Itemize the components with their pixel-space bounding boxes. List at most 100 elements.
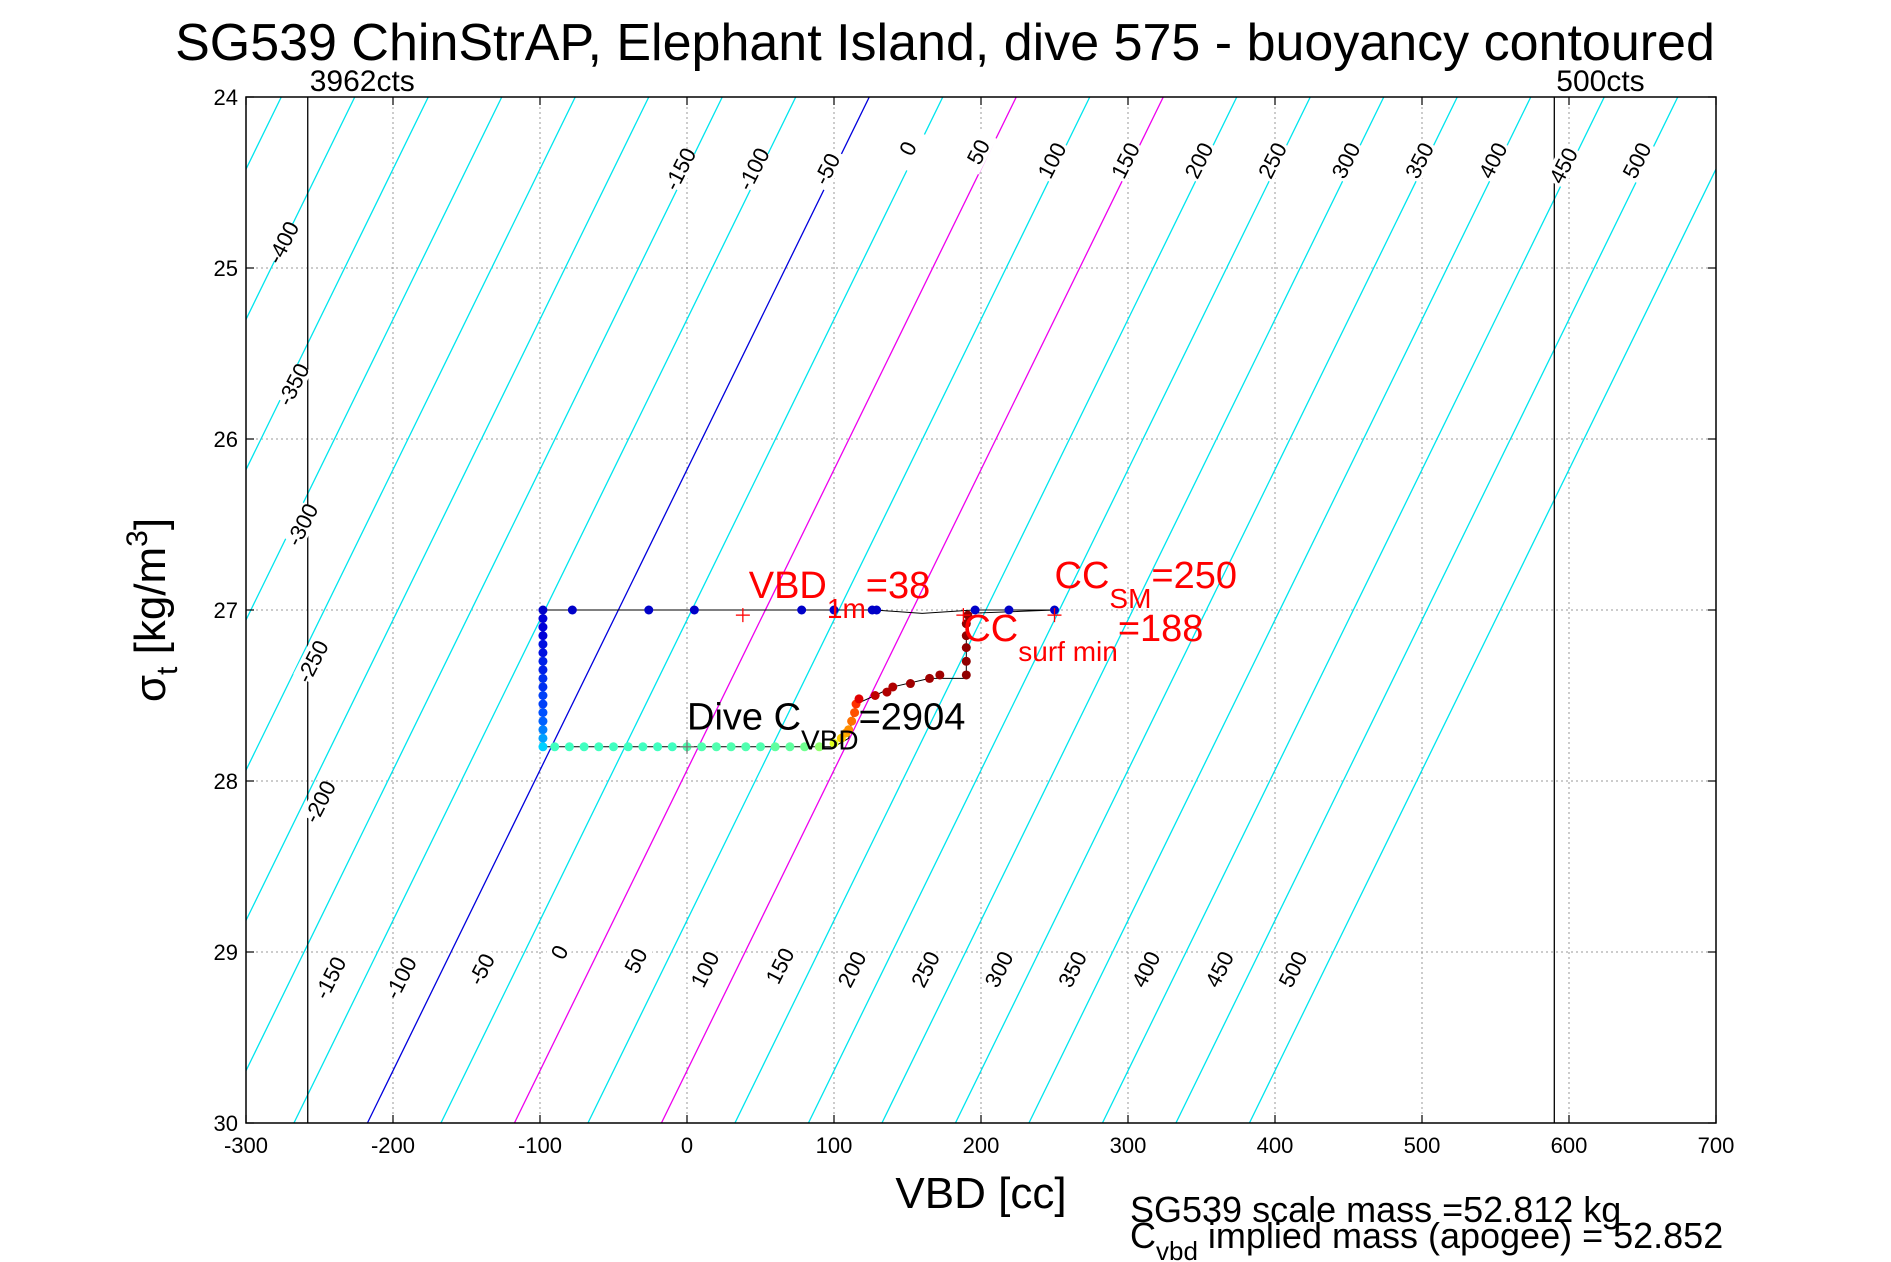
contour-labels: -400-150 -100 -500 50 100 150 200 250 300 350 400 4… — [262, 125, 1657, 1003]
contour-label-bg — [1106, 137, 1144, 184]
red-plus-marker — [1047, 608, 1062, 623]
dive-point — [800, 742, 810, 752]
dive-point — [638, 742, 648, 752]
dive-point — [564, 742, 574, 752]
contour-label-bg — [462, 946, 501, 992]
red-plus-marker — [956, 608, 971, 623]
contour-label-bg — [734, 146, 773, 192]
contour-line — [0, 97, 208, 1123]
dive-point — [538, 614, 548, 624]
y-label-base: σ — [126, 675, 175, 702]
contour-label-bg — [685, 946, 724, 992]
chart-title: SG539 ChinStrAP, Elephant Island, dive 5… — [175, 14, 1715, 72]
contour-label-bg — [1032, 137, 1071, 184]
dive-points — [538, 605, 1059, 752]
annotation-base: Dive C — [687, 697, 801, 739]
dive-point — [567, 605, 577, 615]
annotation-base: VBD — [749, 565, 827, 607]
dive-point — [579, 742, 589, 752]
y-tick-label: 29 — [214, 940, 238, 965]
contour-label-bg — [906, 946, 945, 992]
annotation-ccsm: CCSM=250 — [1055, 555, 1237, 614]
dive-point — [538, 639, 548, 649]
red-plus-marker — [735, 608, 750, 623]
contour-label-bg — [616, 937, 655, 984]
dive-point — [854, 694, 864, 704]
contour-label-bg — [888, 125, 927, 172]
dive-point — [538, 725, 548, 735]
contour-label-bg — [979, 946, 1018, 992]
dive-point — [961, 656, 971, 666]
y-tick-label: 28 — [214, 769, 238, 794]
contour-label-bg — [310, 954, 349, 1001]
annotation-sub: surf min — [1018, 636, 1118, 667]
annotation-sub: 1m — [827, 593, 866, 624]
dive-point — [844, 725, 854, 735]
contour-line — [246, 97, 650, 922]
dive-point — [689, 605, 699, 615]
y-label-sup: 3 — [121, 530, 154, 547]
contour-line — [1101, 97, 1605, 1123]
y-tick-label: 27 — [214, 598, 238, 623]
contour-label-bg — [1400, 137, 1438, 184]
dive-point — [872, 605, 882, 615]
dive-point — [550, 742, 560, 752]
y-tick-label: 25 — [214, 256, 238, 281]
x-tick-label: 400 — [1257, 1133, 1294, 1158]
x-tick-label: 200 — [963, 1133, 1000, 1158]
dive-point — [847, 716, 857, 726]
annotation-rest: =188 — [1118, 608, 1204, 650]
y-tick-label: 26 — [214, 427, 238, 452]
implied-sub: vbd — [1156, 1236, 1198, 1262]
dive-point — [829, 738, 839, 748]
contour-label-bg — [293, 638, 332, 685]
x-tick-label: 0 — [681, 1133, 693, 1158]
contour-line — [1248, 167, 1716, 1123]
red-markers — [680, 608, 1062, 754]
contour-label-bg — [1273, 946, 1312, 992]
dive-point — [888, 682, 898, 692]
y-tick-label: 24 — [214, 85, 238, 110]
dive-point — [797, 605, 807, 615]
contour-label-bg — [282, 501, 321, 548]
annotation-ccsurf: CCsurf min=188 — [963, 608, 1203, 667]
contour-line — [246, 97, 429, 472]
contour-line — [246, 97, 723, 1073]
dive-point — [882, 687, 892, 697]
annotation-base: CC — [1055, 555, 1110, 597]
contour-line — [246, 97, 576, 772]
y-label-sub: t — [151, 666, 184, 675]
dive-point — [925, 673, 935, 683]
y-label-end: ] — [126, 518, 175, 530]
dive-point — [726, 742, 736, 752]
vbd-limit-lines: 3962cts 500cts — [307, 65, 1645, 1123]
dive-point — [756, 742, 765, 752]
dive-point — [741, 742, 751, 752]
annotation-base: CC — [963, 608, 1018, 650]
x-tick-label: 300 — [1110, 1133, 1147, 1158]
dive-point — [538, 631, 548, 641]
dive-point — [785, 742, 795, 752]
dive-point — [1004, 605, 1014, 615]
dive-point — [905, 679, 915, 689]
dive-point — [538, 691, 548, 700]
annotation-rest: =38 — [866, 565, 930, 607]
x-tick-label: -200 — [371, 1133, 415, 1158]
dive-point — [644, 605, 654, 615]
annotation-rest: =250 — [1151, 555, 1237, 597]
dive-point — [538, 733, 548, 743]
contour-label-bg — [1544, 142, 1583, 189]
vbd-limit-label: 3962cts — [310, 65, 415, 98]
contour-line — [807, 97, 1311, 1123]
dive-point — [814, 742, 824, 752]
dive-point — [711, 742, 721, 752]
y-axis-label: σt [kg/m3] — [121, 518, 184, 702]
annotation-sub: SM — [1109, 583, 1151, 614]
contour-line — [881, 97, 1385, 1123]
dive-point — [829, 605, 839, 615]
annotation-divec: Dive CVBD=2904 — [687, 697, 965, 756]
dive-point — [538, 708, 548, 718]
contour-label-bg — [660, 146, 699, 192]
